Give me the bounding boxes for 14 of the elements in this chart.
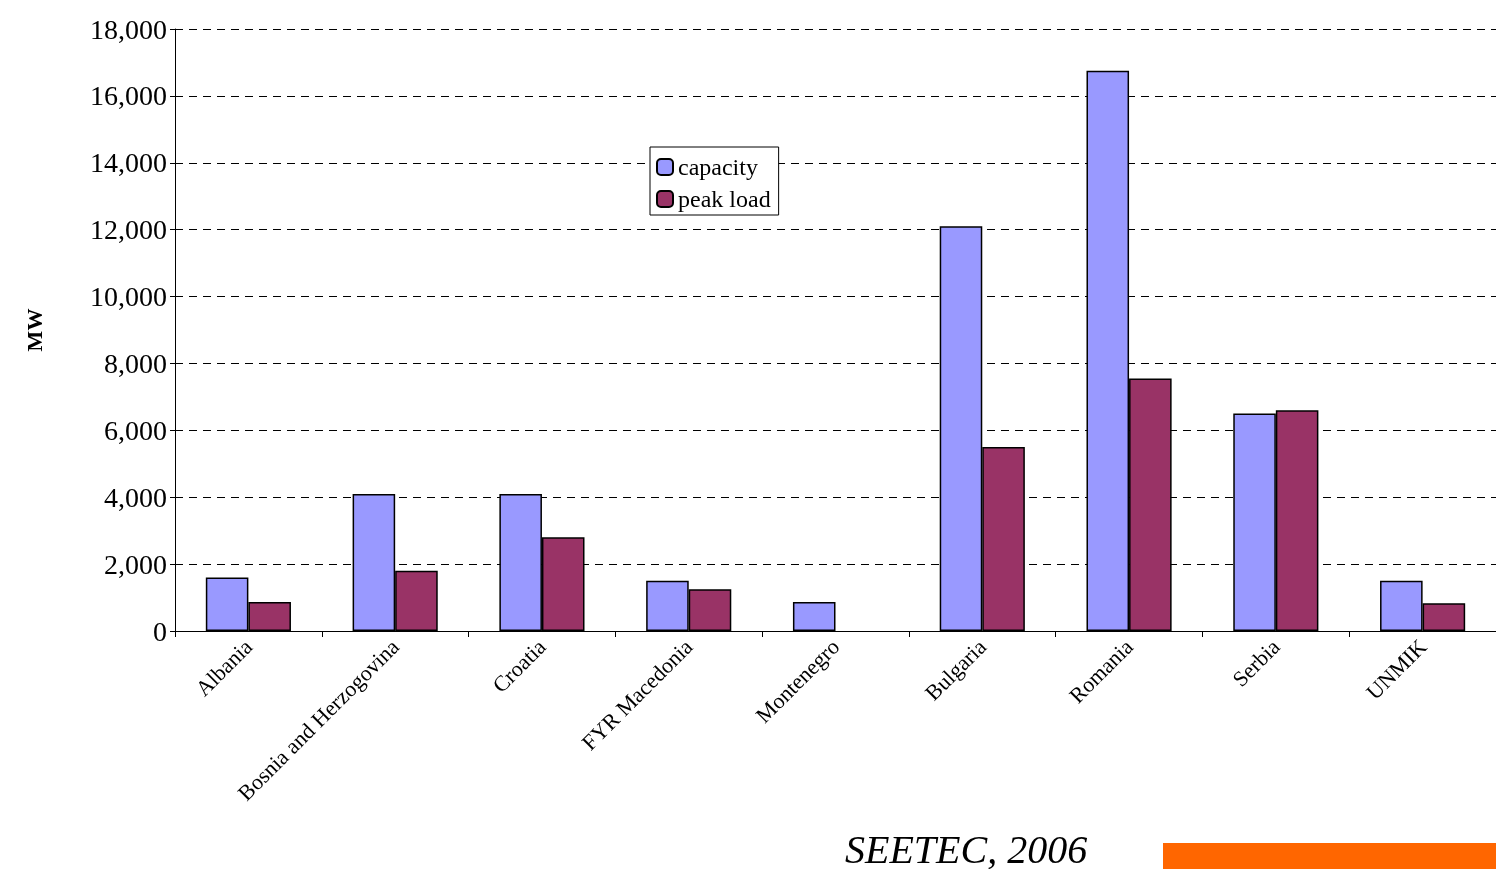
y-tick-label: 0 <box>153 615 167 647</box>
y-tick-label: 6,000 <box>104 414 167 446</box>
y-tick-label: 2,000 <box>104 548 167 580</box>
y-tick-label: 18,000 <box>90 13 167 45</box>
text: SEETEC, 2006 <box>845 826 1088 869</box>
y-tick-label: 10,000 <box>90 281 167 313</box>
y-tick-label: 14,000 <box>90 147 167 179</box>
y-tick-label: 12,000 <box>90 214 167 246</box>
y-tick-label: 16,000 <box>90 80 167 112</box>
y-tick-label: 4,000 <box>104 481 167 513</box>
y-axis-title: MW <box>21 308 47 352</box>
y-tick-label: 8,000 <box>104 347 167 379</box>
legend-label: peak load <box>678 186 771 212</box>
legend-label: capacity <box>678 154 758 180</box>
